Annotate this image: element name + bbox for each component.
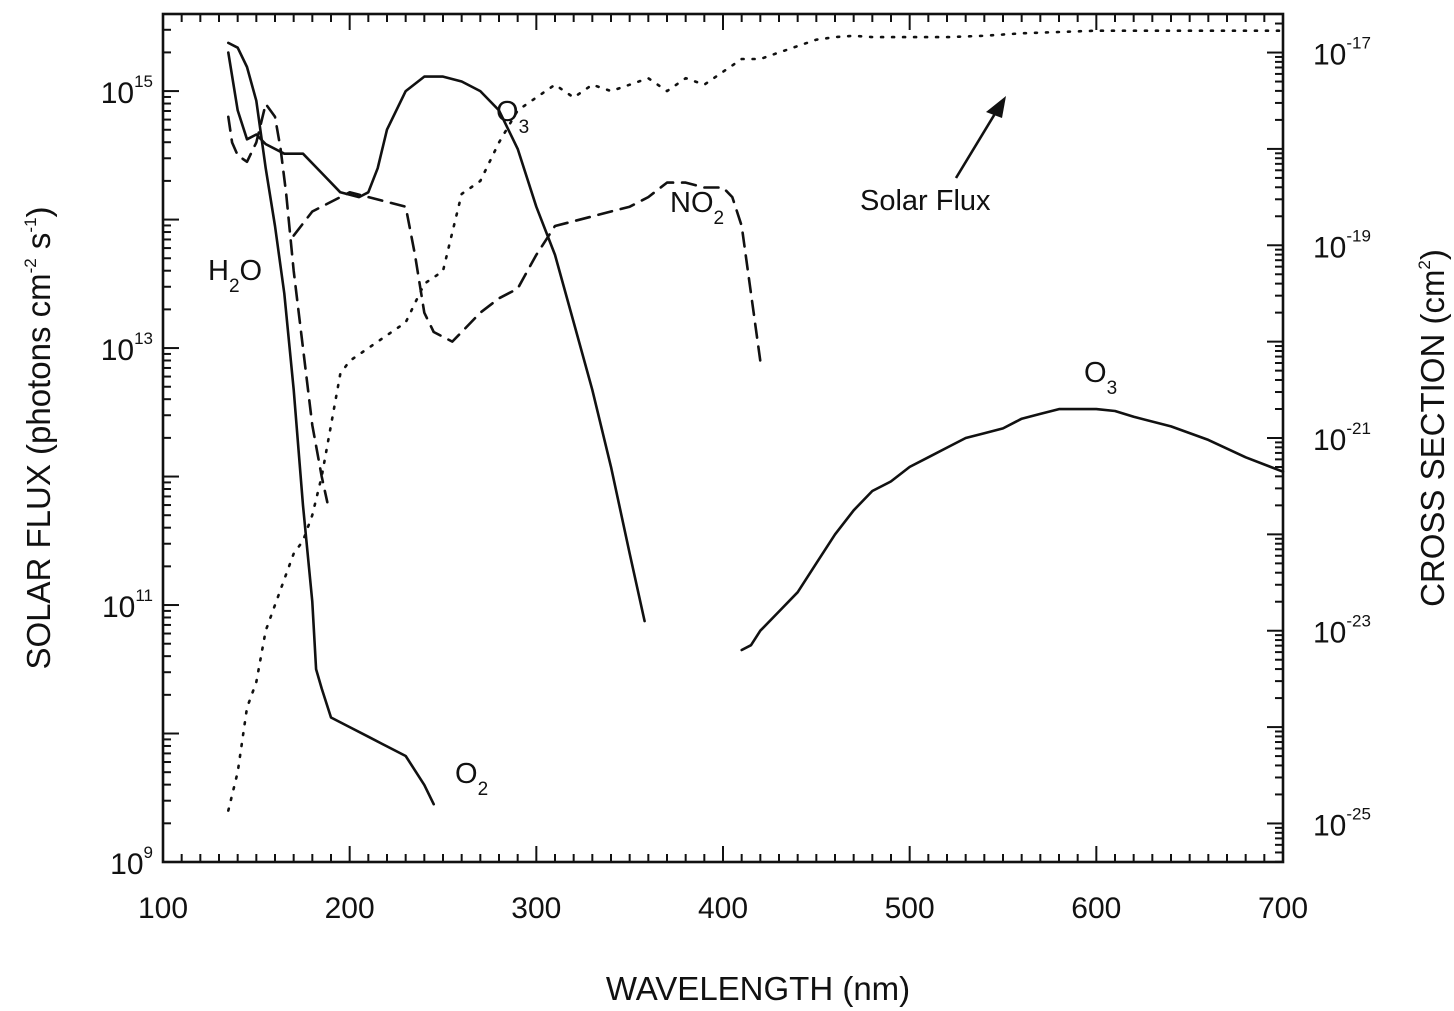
tick-marks — [162, 14, 1284, 863]
y-right-tick-label: 10-23 — [1313, 612, 1371, 650]
x-axis-title: WAVELENGTH (nm) — [606, 970, 910, 1007]
chart-curves — [227, 29, 1285, 812]
label-o2: O2 — [455, 758, 488, 800]
series-o3-hartley-cross-section — [227, 51, 646, 623]
solar-flux-arrow-line — [954, 111, 998, 179]
y-left-tick-label: 1015 — [101, 72, 153, 110]
series-no2-cross-section — [292, 181, 762, 363]
plot-frame — [161, 12, 1285, 864]
tick-labels: 100 200 300 400 500 600 700 109 1011 1013 1015 10-1… — [101, 34, 1371, 925]
label-o3-chappuis: O3 — [1084, 357, 1117, 399]
x-tick-label: 600 — [1071, 892, 1121, 925]
y-left-tick-label: 1011 — [102, 586, 153, 624]
series-o3-chappuis-cross-section — [740, 407, 1285, 652]
series-h2o — [227, 102, 329, 504]
y-axis-right-title: CROSS SECTION (cm2) — [1414, 249, 1451, 607]
x-tick-label: 500 — [885, 892, 935, 925]
x-tick-label: 400 — [698, 892, 748, 925]
x-tick-label: 200 — [325, 892, 375, 925]
label-no2: NO2 — [670, 187, 724, 229]
label-solar-flux: Solar Flux — [860, 185, 991, 217]
label-h2o: H2O — [208, 255, 262, 297]
y-left-tick-label: 109 — [110, 843, 153, 881]
y-right-tick-label: 10-21 — [1313, 419, 1371, 457]
x-tick-label: 100 — [138, 892, 188, 925]
series-o2-cross-section — [227, 41, 435, 806]
label-o3-hartley: O3 — [496, 96, 529, 138]
y-right-tick-label: 10-17 — [1313, 34, 1371, 72]
y-right-tick-label: 10-19 — [1313, 226, 1371, 264]
y-axis-left-title: SOLAR FLUX (photons cm-2 s-1) — [20, 206, 57, 669]
x-tick-label: 300 — [511, 892, 561, 925]
solar-flux-arrow-head — [986, 96, 1006, 118]
x-tick-label: 700 — [1258, 892, 1308, 925]
y-right-tick-label: 10-25 — [1313, 804, 1371, 842]
series-solar-flux — [227, 29, 1285, 812]
y-left-tick-label: 1013 — [101, 329, 153, 367]
